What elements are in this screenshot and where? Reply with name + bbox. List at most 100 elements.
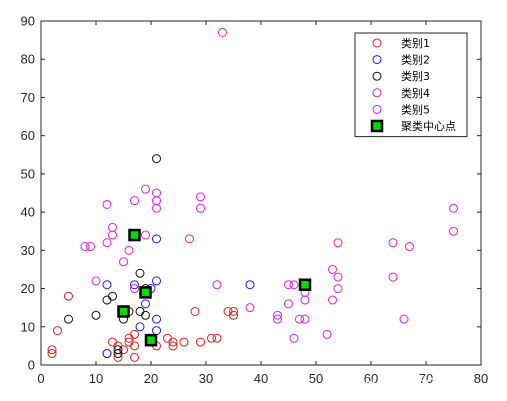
legend-marker (372, 88, 382, 98)
cluster-center-point (298, 278, 312, 291)
data-point (130, 329, 139, 339)
data-point (168, 337, 178, 347)
data-point (273, 314, 282, 324)
data-point (212, 280, 222, 290)
y-tick-label: 40 (21, 205, 35, 220)
series-6 (117, 228, 312, 347)
data-point (102, 238, 112, 248)
data-point (124, 245, 134, 255)
x-tick-label: 40 (254, 371, 268, 386)
cluster-center-point (139, 286, 152, 299)
legend-marker (372, 55, 382, 65)
x-tick-label: 50 (309, 371, 323, 386)
data-point (130, 352, 139, 362)
data-point (86, 242, 95, 252)
data-point (168, 341, 178, 351)
legend-label: 类别5 (401, 102, 430, 116)
legend-marker (372, 104, 382, 114)
data-point (152, 154, 161, 164)
legend-box (354, 32, 468, 138)
x-tick-label: 0 (37, 371, 44, 386)
data-point (229, 306, 238, 316)
y-tick-label: 60 (21, 128, 35, 143)
data-point (295, 314, 304, 324)
data-point (141, 299, 150, 309)
data-point (102, 280, 112, 290)
legend-label: 类别1 (401, 36, 430, 50)
data-point (91, 310, 101, 320)
data-point (333, 272, 343, 282)
data-point (449, 203, 458, 213)
series-5 (80, 184, 161, 294)
data-point (300, 314, 310, 324)
data-point (207, 333, 216, 343)
cluster-center-point (128, 228, 141, 242)
data-point (449, 226, 458, 236)
data-point (289, 333, 299, 343)
data-point (218, 27, 227, 37)
y-tick-label: 90 (21, 14, 35, 29)
data-points (47, 27, 458, 362)
data-point (245, 280, 255, 290)
x-tick-label: 60 (364, 371, 378, 386)
data-point (333, 284, 343, 294)
data-point (328, 295, 337, 305)
legend-label: 类别4 (401, 86, 430, 100)
x-tick-label: 20 (144, 371, 158, 386)
data-point (141, 230, 150, 240)
data-point (245, 303, 255, 313)
data-point (152, 188, 161, 198)
legend-label: 类别3 (401, 69, 430, 83)
data-point (273, 310, 282, 320)
data-point (47, 349, 57, 359)
y-tick-label: 10 (21, 319, 35, 334)
data-point (190, 306, 200, 316)
data-point (284, 280, 293, 290)
data-point (102, 199, 112, 209)
series-1 (47, 291, 238, 362)
data-point (333, 238, 343, 248)
legend-label: 类别2 (401, 53, 430, 67)
x-tick-label: 10 (89, 371, 103, 386)
legend-label: 聚类中心点 (401, 119, 456, 133)
data-point (119, 257, 128, 267)
y-tick-label: 70 (21, 90, 35, 105)
cluster-center-point (117, 305, 130, 318)
data-point (388, 272, 398, 282)
data-point (289, 280, 299, 290)
data-point (196, 192, 205, 202)
data-point (152, 314, 161, 324)
data-point (322, 329, 332, 339)
legend-marker (370, 119, 384, 133)
data-point (113, 349, 123, 359)
data-point (399, 314, 409, 324)
data-point (405, 242, 414, 252)
data-point (130, 280, 139, 290)
data-point (388, 238, 398, 248)
data-point (91, 276, 101, 286)
data-point (185, 234, 194, 244)
legend: 类别1 类别2 类别3 类别4 类别5 聚类中心点 (354, 32, 468, 138)
data-point (108, 230, 117, 240)
data-point (64, 291, 73, 301)
data-point (284, 299, 293, 309)
data-point (229, 310, 238, 320)
data-point (130, 284, 139, 294)
data-point (196, 337, 205, 347)
data-point (130, 196, 139, 206)
data-point (113, 345, 123, 355)
y-tick-label: 80 (21, 52, 35, 67)
y-tick-label: 0 (28, 358, 35, 373)
x-tick-label: 70 (419, 371, 433, 386)
data-point (212, 333, 222, 343)
y-tick-label: 50 (21, 166, 35, 181)
data-point (141, 184, 150, 194)
data-point (179, 337, 189, 347)
data-point (328, 264, 337, 274)
data-point (102, 349, 112, 359)
cluster-center-point (144, 333, 158, 347)
data-point (141, 310, 150, 320)
series-4 (108, 27, 458, 343)
legend-marker (372, 38, 382, 48)
